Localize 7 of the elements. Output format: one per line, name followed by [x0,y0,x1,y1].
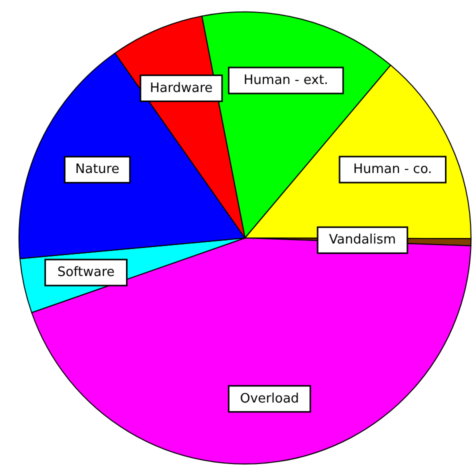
slice-label: Human - co. [353,162,432,178]
slice-label: Overload [240,391,300,406]
slice-label: Software [57,265,115,280]
slice-label: Human - ext. [244,73,328,88]
slice-label: Nature [75,162,120,178]
slice-label: Vandalism [329,232,396,248]
slice-label: Hardware [150,80,213,96]
